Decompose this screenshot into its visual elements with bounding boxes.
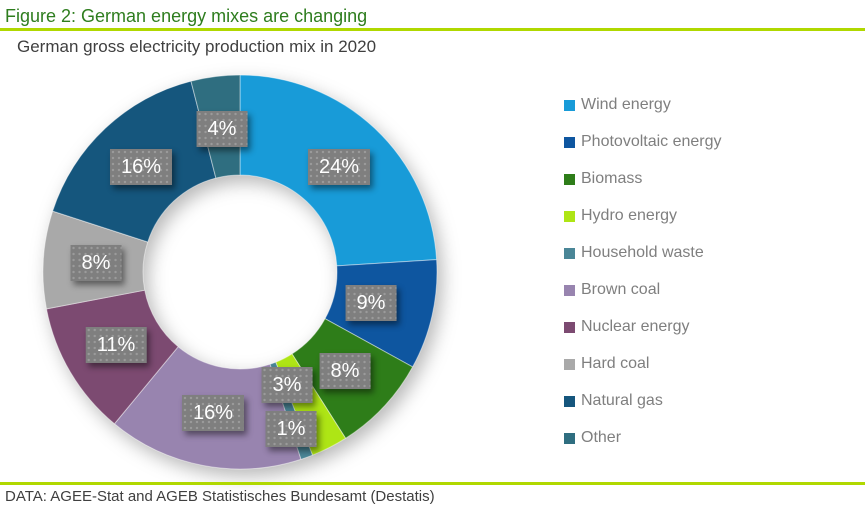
legend-label: Household waste <box>581 244 704 261</box>
figure-title: Figure 2: German energy mixes are changi… <box>5 6 368 26</box>
legend-swatch-natural-gas <box>564 395 575 407</box>
legend-swatch-hydro-energy <box>564 210 575 222</box>
legend-label: Other <box>581 429 622 446</box>
chart-title: German gross electricity production mix … <box>17 37 377 56</box>
slice-label-biomass: 8% <box>319 353 371 389</box>
slice-label-wind-energy: 24% <box>307 149 371 185</box>
legend-label: Biomass <box>581 170 643 187</box>
legend-label: Hard coal <box>581 355 650 372</box>
legend-swatch-household-waste <box>564 247 575 259</box>
donut-chart: 24% 9% 8% 3% 1% 16% 11% 8% 16% 4% <box>42 74 438 470</box>
slice-label-brown-coal: 16% <box>181 395 245 431</box>
slice-label-photovoltaic-energy: 9% <box>345 285 397 321</box>
legend-item-other: Other <box>564 427 722 449</box>
legend-swatch-nuclear-energy <box>564 321 575 333</box>
legend-label: Nuclear energy <box>581 318 690 335</box>
legend-item-hydro-energy: Hydro energy <box>564 205 722 227</box>
top-accent-rule <box>0 28 865 31</box>
legend-item-household-waste: Household waste <box>564 242 722 264</box>
legend-item-wind-energy: Wind energy <box>564 94 722 116</box>
legend-swatch-photovoltaic-energy <box>564 136 575 148</box>
slice-label-other: 4% <box>196 111 248 147</box>
legend: Wind energy Photovoltaic energy Biomass Hyd… <box>564 94 722 449</box>
legend-label: Hydro energy <box>581 207 678 224</box>
legend-item-photovoltaic-energy: Photovoltaic energy <box>564 131 722 153</box>
data-source: DATA: AGEE-Stat and AGEB Statistisches B… <box>5 488 435 505</box>
slice-label-hard-coal: 8% <box>70 245 122 281</box>
legend-swatch-wind-energy <box>564 99 575 111</box>
legend-swatch-other <box>564 432 575 444</box>
legend-label: Brown coal <box>581 281 661 298</box>
slice-label-household-waste: 1% <box>265 411 317 447</box>
legend-item-biomass: Biomass <box>564 168 722 190</box>
legend-item-natural-gas: Natural gas <box>564 390 722 412</box>
legend-item-nuclear-energy: Nuclear energy <box>564 316 722 338</box>
legend-item-hard-coal: Hard coal <box>564 353 722 375</box>
legend-swatch-biomass <box>564 173 575 185</box>
legend-swatch-brown-coal <box>564 284 575 296</box>
legend-label: Wind energy <box>581 96 671 113</box>
legend-label: Photovoltaic energy <box>581 133 722 150</box>
legend-swatch-hard-coal <box>564 358 575 370</box>
bottom-accent-rule <box>0 482 865 485</box>
slice-label-nuclear-energy: 11% <box>85 327 147 363</box>
legend-label: Natural gas <box>581 392 663 409</box>
slice-label-hydro-energy: 3% <box>261 367 313 403</box>
legend-item-brown-coal: Brown coal <box>564 279 722 301</box>
slice-label-natural-gas: 16% <box>109 149 173 185</box>
